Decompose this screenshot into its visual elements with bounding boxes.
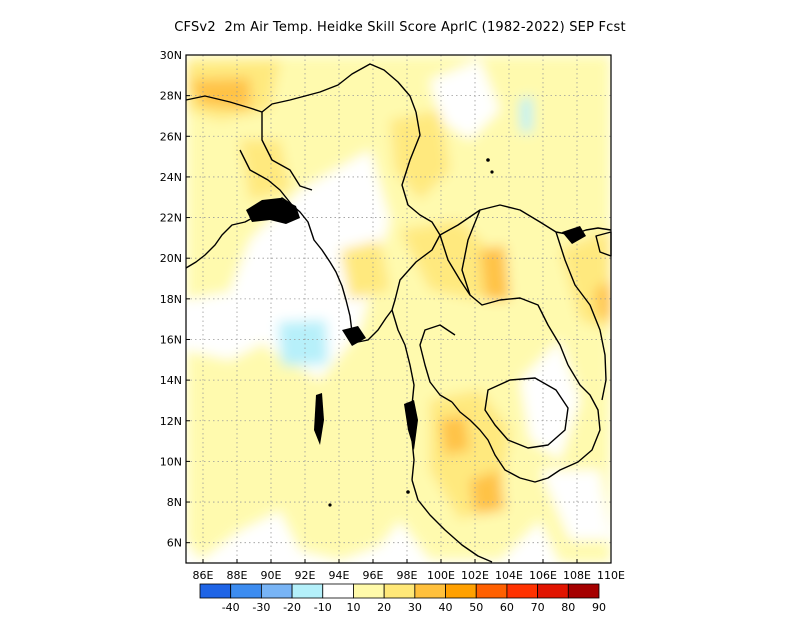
colorbar-label: 10 [346,601,360,614]
lon-label: 106E [529,569,557,582]
lat-label: 30N [160,49,182,62]
lon-label: 90E [261,569,282,582]
colorbar-swatch [537,583,569,599]
colorbar [199,583,600,599]
lon-label: 92E [295,569,316,582]
colorbar-label: 30 [408,601,422,614]
colorbar-label: 60 [500,601,514,614]
colorbar-swatch [322,583,354,599]
map-title: CFSv2 2m Air Temp. Heidke Skill Score Ap… [174,20,626,35]
colorbar-label: -10 [314,601,332,614]
colorbar-swatch [445,583,477,599]
lat-label: 6N [167,537,182,550]
lat-label: 24N [160,171,182,184]
lat-label: 20N [160,252,182,265]
colorbar-label: 70 [531,601,545,614]
latitude-labels: 30N 28N 26N 24N 22N 20N 18N 16N 14N 12N 10N 8N 6N [160,49,190,550]
lon-label: 96E [363,569,384,582]
colorbar-swatch [567,583,600,599]
colorbar-swatch [199,583,232,599]
colorbar-labels: -40 -30 -20 -10 10 20 30 40 50 60 70 80 90 [222,601,606,614]
lat-lon-grid [186,55,611,563]
colorbar-swatch [383,583,416,599]
lat-label: 10N [160,455,182,468]
lat-label: 16N [160,333,182,346]
colorbar-swatch [291,583,324,599]
lat-label: 28N [160,90,182,103]
colorbar-label: 20 [377,601,391,614]
lat-label: 14N [160,374,182,387]
colorbar-swatch [475,583,508,599]
colorbar-label: 40 [439,601,453,614]
skill-shading [186,55,611,563]
colorbar-label: 90 [592,601,606,614]
colorbar-label: -40 [222,601,240,614]
lon-label: 110E [597,569,625,582]
lon-label: 86E [193,569,214,582]
lat-label: 26N [160,130,182,143]
colorbar-label: -30 [252,601,270,614]
plot-frame [185,54,612,564]
lon-label: 98E [397,569,418,582]
colorbar-swatch [506,583,539,599]
colorbar-swatch [230,583,262,599]
longitude-labels: 86E 88E 90E 92E 94E 96E 98E 100E 102E 104E 106E 108… [193,559,625,582]
colorbar-label: -20 [283,601,301,614]
lat-label: 18N [160,293,182,306]
lat-label: 22N [160,212,182,225]
lon-label: 94E [329,569,350,582]
lon-label: 102E [461,569,489,582]
colorbar-swatch [414,583,446,599]
colorbar-label: 80 [561,601,575,614]
coastal-islands [246,158,586,507]
lon-label: 100E [427,569,455,582]
colorbar-swatch [260,583,293,599]
lat-label: 8N [167,496,182,509]
lon-label: 108E [563,569,591,582]
lon-label: 104E [495,569,523,582]
lon-label: 88E [227,569,248,582]
colorbar-label: 50 [469,601,483,614]
colorbar-swatch [353,583,385,599]
lat-label: 12N [160,415,182,428]
